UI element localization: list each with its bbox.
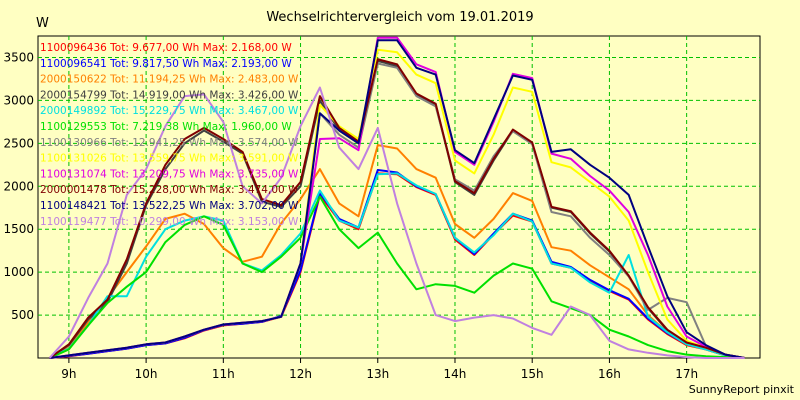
x-tick-label: 10h — [135, 367, 158, 381]
y-tick-label: 2000 — [3, 179, 34, 193]
legend-entry: 1100131026 Tot: 13.559,75 Wh Max: 3.591,… — [40, 153, 299, 165]
chart-footer: SunnyReport pinxit — [688, 383, 794, 396]
legend-entry: 1100130966 Tot: 12.941,25 Wh Max: 3.574,… — [40, 137, 299, 149]
y-tick-label: 1500 — [3, 222, 34, 236]
series-line — [49, 39, 745, 359]
series-lines — [48, 36, 745, 359]
x-tick-label: 15h — [521, 367, 544, 381]
y-tick-label: 1000 — [3, 265, 34, 279]
x-tick-label: 9h — [61, 367, 76, 381]
y-axis-unit: W — [36, 16, 49, 31]
legend-entry: 1100119477 Tot: 10.299,00 Wh Max: 3.153,… — [40, 216, 299, 228]
legend-entry: 1100131074 Tot: 13.209,75 Wh Max: 3.735,… — [40, 168, 299, 180]
x-tick-label: 13h — [366, 367, 389, 381]
series-line — [49, 195, 745, 359]
legend-entry: 2000150622 Tot: 11.194,25 Wh Max: 2.483,… — [40, 74, 299, 86]
x-tick-label: 12h — [289, 367, 312, 381]
series-line — [49, 172, 745, 359]
axes: 500 1000 1500 2000 2500 3000 3500 9h 10h 11h 12h 13… — [3, 50, 698, 381]
y-tick-label: 500 — [11, 308, 34, 322]
legend: 1100096436 Tot: 9.677,00 Wh Max: 2.168,0… — [40, 42, 299, 228]
legend-entry: 2000154799 Tot: 14.919,00 Wh Max: 3.426,… — [40, 89, 299, 101]
legend-entry: 1100148421 Tot: 13.522,25 Wh Max: 3.702,… — [40, 200, 299, 212]
chart-title: Wechselrichtervergleich vom 19.01.2019 — [266, 10, 534, 25]
x-tick-label: 17h — [675, 367, 698, 381]
series-line — [49, 58, 745, 359]
legend-entry: 1100096436 Tot: 9.677,00 Wh Max: 2.168,0… — [40, 42, 292, 54]
series-line — [48, 86, 745, 359]
legend-entry: 1100096541 Tot: 9.817,50 Wh Max: 2.193,0… — [40, 58, 292, 70]
series-line — [49, 144, 745, 359]
legend-entry: 2000149892 Tot: 15.229,75 Wh Max: 3.467,… — [40, 105, 299, 117]
x-tick-label: 14h — [444, 367, 467, 381]
y-tick-label: 3000 — [3, 93, 34, 107]
x-tick-label: 16h — [598, 367, 621, 381]
legend-entry: 1100129553 Tot: 7.219,38 Wh Max: 1.960,0… — [40, 121, 292, 133]
x-tick-label: 11h — [212, 367, 235, 381]
legend-entry: 2000001478 Tot: 15.228,00 Wh Max: 3.474,… — [40, 184, 299, 196]
y-tick-label: 2500 — [3, 136, 34, 150]
y-tick-label: 3500 — [3, 50, 34, 64]
